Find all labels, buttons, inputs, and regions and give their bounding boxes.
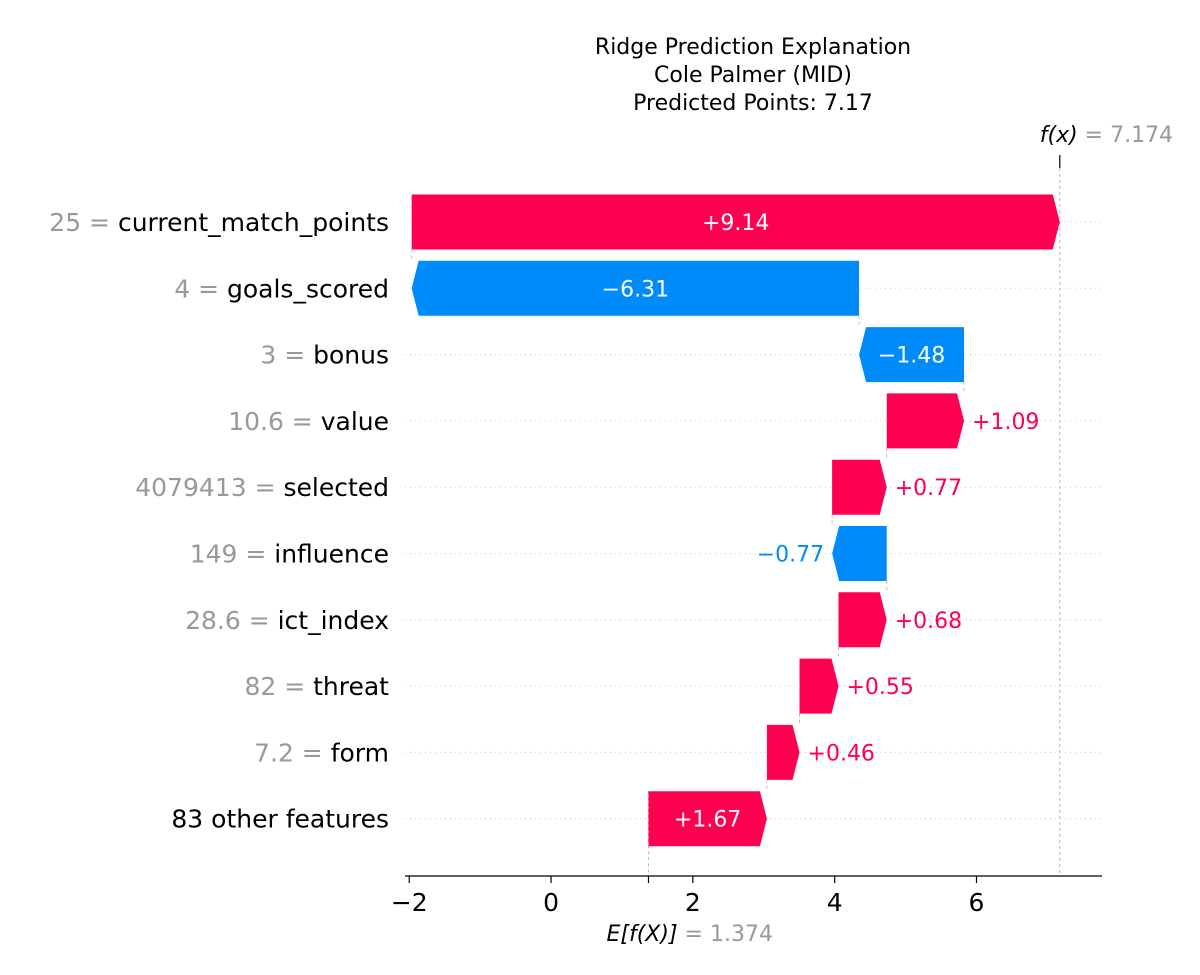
feature-name: selected (283, 473, 389, 502)
feature-name: threat (313, 672, 389, 701)
final-value-label: f(x) = 7.174 (1040, 123, 1173, 148)
feature-label: 3 = bonus (260, 341, 389, 370)
x-tick-label: 4 (827, 888, 843, 917)
shap-bar (648, 791, 767, 847)
chart-title-line: Predicted Points: 7.17 (633, 91, 873, 116)
shap-value-label: +0.55 (847, 675, 914, 700)
shap-bar (832, 459, 887, 515)
shap-bar (859, 327, 965, 383)
shap-value-label: +0.68 (895, 609, 962, 634)
shap-bar (886, 393, 965, 449)
shap-bar (832, 526, 887, 581)
shap-value-label: −0.77 (757, 543, 824, 568)
shap-bar (838, 592, 887, 648)
x-tick-label: 6 (969, 888, 985, 917)
shap-value-label: −1.48 (878, 344, 945, 369)
feature-value: 82 = (244, 672, 313, 701)
chart-title-line: Ridge Prediction Explanation (595, 35, 911, 60)
shap-value-label: −6.31 (602, 277, 669, 302)
final-value-text: = 7.174 (1085, 123, 1173, 148)
feature-label: 28.6 = ict_index (185, 606, 389, 635)
feature-value: 10.6 = (228, 407, 321, 436)
feature-name: influence (274, 540, 389, 569)
shap-value-label: +9.14 (702, 211, 769, 236)
shap-bar (766, 724, 800, 780)
feature-label: 10.6 = value (228, 407, 389, 436)
base-value-expr: E[f(X)] (606, 922, 684, 947)
final-value-expr: f(x) (1040, 123, 1085, 148)
feature-label: 149 = influence (190, 540, 389, 569)
feature-value: 28.6 = (185, 606, 278, 635)
feature-value: 4079413 = (135, 473, 283, 502)
feature-name: current_match_points (118, 208, 389, 237)
feature-value: 4 = (174, 274, 227, 303)
feature-label: 83 other features (171, 805, 389, 834)
x-tick-label: −2 (391, 888, 428, 917)
base-value-label: E[f(X)] = 1.374 (606, 922, 772, 947)
feature-value: 3 = (260, 341, 313, 370)
shap-value-label: +1.09 (972, 410, 1039, 435)
shap-value-label: +1.67 (674, 808, 741, 833)
feature-value: 7.2 = (254, 738, 331, 767)
feature-value: 25 = (49, 208, 118, 237)
base-value-text: = 1.374 (685, 922, 773, 947)
feature-label: 4 = goals_scored (174, 274, 389, 303)
feature-label: 4079413 = selected (135, 473, 389, 502)
feature-name: form (331, 738, 389, 767)
shap-value-label: +0.77 (895, 476, 962, 501)
feature-label: 82 = threat (244, 672, 389, 701)
feature-name: value (321, 407, 389, 436)
feature-name: 83 other features (171, 805, 389, 834)
feature-name: bonus (313, 341, 389, 370)
feature-value: 149 = (190, 540, 275, 569)
shap-value-label: +0.46 (808, 741, 875, 766)
shap-bar (799, 658, 839, 714)
feature-label: 7.2 = form (254, 738, 389, 767)
feature-label: 25 = current_match_points (49, 208, 389, 237)
feature-name: goals_scored (227, 274, 389, 303)
chart-title-line: Cole Palmer (MID) (654, 63, 852, 88)
feature-name: ict_index (278, 606, 389, 635)
x-tick-label: 0 (543, 888, 559, 917)
shap-bar (411, 260, 860, 316)
shap-bar (411, 194, 1060, 250)
x-tick-label: 2 (685, 888, 701, 917)
